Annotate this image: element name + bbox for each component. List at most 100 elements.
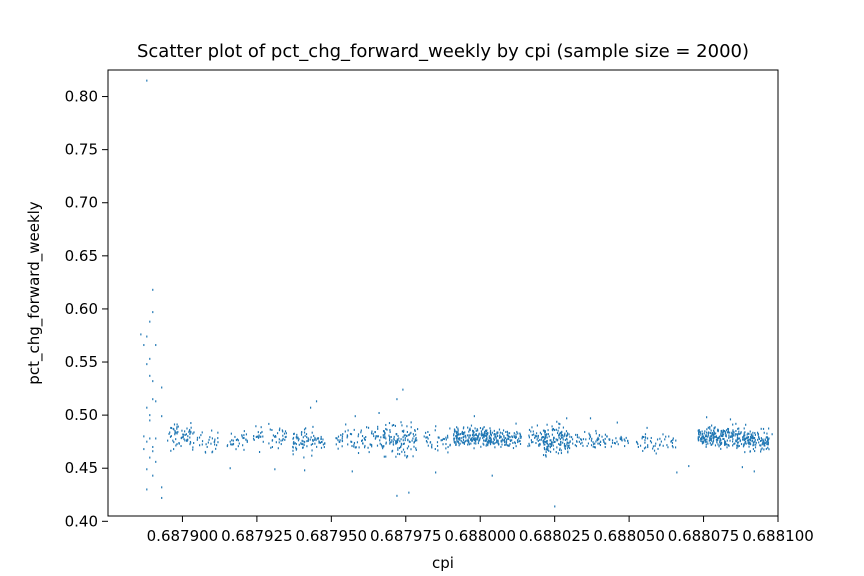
data-point [471,439,473,442]
data-point [745,440,747,443]
data-point [531,434,533,437]
data-point [671,444,674,447]
data-point [566,432,569,435]
data-point [709,435,711,438]
data-point [701,435,703,438]
points-layer [140,79,773,508]
data-point [460,437,462,440]
data-point [462,436,465,439]
data-point [350,440,352,443]
data-point [447,436,449,439]
y-tick-label: 0.60 [65,300,98,318]
data-point [298,443,300,446]
data-point [398,437,400,440]
data-point [176,432,178,435]
data-point [704,430,706,433]
data-point [243,437,245,440]
data-point [582,438,585,441]
data-point [161,486,163,489]
data-point [544,454,547,457]
data-point [474,427,476,430]
data-point [413,441,415,444]
data-point [487,431,489,434]
data-point [307,438,309,441]
data-point [641,435,644,438]
x-tick-label: 0.688000 [444,527,516,545]
data-point [594,446,596,449]
data-point [462,427,465,430]
data-point [143,344,145,347]
data-point [662,444,664,447]
data-point [484,439,486,442]
data-point [754,432,756,435]
data-point [354,446,356,449]
data-point [711,424,713,427]
data-point [702,437,704,440]
data-point [727,428,730,431]
data-point [350,433,353,436]
data-point [320,437,322,440]
data-point [595,432,597,435]
data-point [582,444,584,447]
data-point [551,442,553,445]
data-point [400,438,402,441]
data-point [511,435,513,438]
data-point [548,435,550,438]
data-point [608,438,610,441]
data-point [643,447,646,450]
data-point [206,445,208,448]
data-point [409,441,411,444]
data-point [705,433,707,436]
data-point [149,320,151,323]
data-point [193,431,195,434]
data-point [536,435,538,438]
data-point [472,436,474,439]
data-point [486,436,488,439]
data-point [705,445,707,448]
data-point [604,437,606,440]
data-point [731,435,733,438]
data-point [491,474,493,477]
data-point [512,447,515,450]
data-point [756,431,759,434]
data-point [644,436,646,439]
data-point [155,460,157,463]
data-point [374,437,376,440]
data-point [503,439,505,442]
data-point [281,439,284,442]
data-point [566,443,568,446]
data-point [242,437,244,440]
data-point [554,505,556,508]
data-point [382,434,384,437]
data-point [425,436,427,439]
data-point [505,443,507,446]
data-point [389,437,391,440]
data-point [501,443,503,446]
data-point [514,441,516,444]
data-point [282,437,284,440]
data-point [507,437,509,440]
data-point [558,426,560,429]
data-point [701,433,704,436]
data-point [492,442,494,445]
data-point [512,441,514,444]
data-point [713,427,715,430]
data-point [410,421,412,424]
data-point [188,431,190,434]
data-point [169,431,171,434]
data-point [546,447,548,450]
data-point [489,432,492,435]
data-point [146,488,148,491]
data-point [764,439,766,442]
data-point [397,448,399,451]
data-point [546,433,548,436]
data-point [561,434,564,437]
data-point [393,435,395,438]
data-point [565,437,568,440]
data-point [760,444,762,447]
data-point [347,429,349,432]
data-point [391,424,393,427]
data-point [544,437,546,440]
data-point [670,439,673,442]
data-point [596,438,598,441]
